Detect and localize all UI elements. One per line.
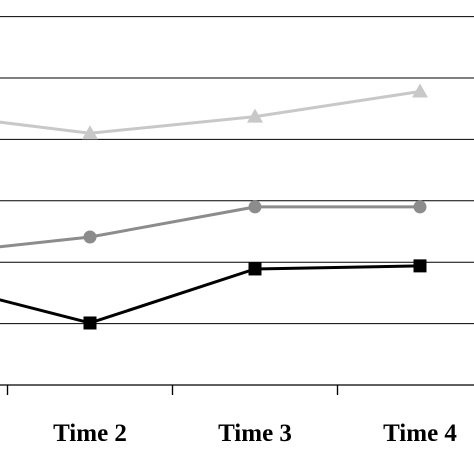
x-tick-label: Time 2 [53, 420, 127, 447]
x-tick-label: Time 4 [383, 420, 457, 447]
marker [247, 108, 263, 123]
series-line [0, 205, 420, 249]
marker [413, 200, 427, 214]
marker [82, 125, 98, 140]
marker [412, 83, 428, 98]
series-line [0, 264, 421, 325]
series-line [0, 90, 421, 135]
marker [248, 200, 262, 214]
marker [83, 316, 97, 330]
x-tick-label: Time 3 [218, 420, 292, 447]
marker [413, 259, 427, 273]
marker [83, 230, 97, 244]
marker [248, 262, 262, 276]
